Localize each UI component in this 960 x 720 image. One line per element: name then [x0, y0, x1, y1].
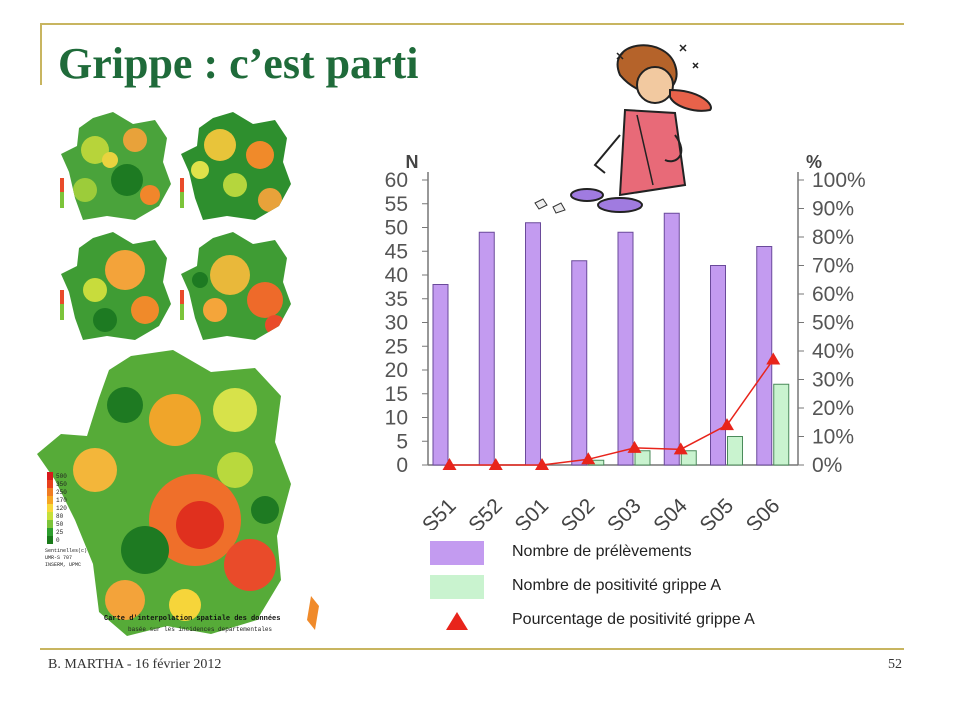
scale-label-0: 500	[56, 473, 67, 480]
x-tick-label-S06: S06	[742, 494, 785, 530]
percentage-point-S02	[581, 452, 596, 465]
left-rule	[40, 23, 42, 85]
scale-label-6: 50	[56, 521, 64, 528]
right-tick-label-9: 90%	[812, 198, 854, 221]
x-tick-label-S02: S02	[557, 494, 600, 530]
percentage-point-S01	[535, 458, 549, 470]
x-tick-label-S05: S05	[695, 494, 738, 530]
map-week-1	[60, 112, 171, 220]
footer-author-date: B. MARTHA - 16 février 2012	[48, 657, 222, 672]
legend-item-percentage: Pourcentage de positivité grippe A	[430, 606, 890, 636]
top-rule	[40, 23, 904, 25]
left-tick-label-3: 15	[385, 383, 408, 406]
left-tick-label-1: 5	[396, 430, 408, 453]
bar-samples-S51	[432, 284, 449, 466]
scale-label-5: 80	[56, 513, 64, 520]
bar-samples-S52	[478, 231, 495, 466]
left-tick-label-7: 35	[385, 288, 408, 311]
map-source-note: Sentinelles(c) UMR-S 707 INSERM, UPMC	[45, 548, 88, 568]
percentage-point-S03	[627, 440, 642, 453]
bar-positives-S03	[634, 450, 651, 466]
legend-swatch-samples	[430, 541, 484, 565]
left-tick-label-10: 50	[385, 217, 408, 240]
right-tick-label-2: 20%	[812, 397, 854, 420]
percentage-point-S04	[673, 442, 688, 455]
left-tick-label-6: 30	[385, 312, 408, 335]
map-week-3	[60, 232, 171, 340]
right-tick-label-1: 10%	[812, 426, 854, 449]
bar-samples-S05	[710, 265, 726, 466]
map-caption-sub: basée sur les incidences departementales	[128, 626, 273, 633]
right-tick-label-0: 0%	[812, 454, 842, 477]
scale-label-1: 350	[56, 481, 67, 488]
percentage-line	[449, 359, 774, 466]
x-tick-label-S03: S03	[603, 494, 646, 530]
right-tick-label-6: 60%	[812, 283, 854, 306]
scale-label-8: 0	[56, 537, 60, 544]
left-tick-label-8: 40	[385, 264, 408, 287]
scale-label-3: 170	[56, 497, 67, 504]
percentage-point-S52	[488, 458, 503, 470]
right-axis-label: %	[806, 152, 822, 172]
bar-positives-S06	[773, 383, 790, 466]
legend-label-percentage: Pourcentage de positivité grippe A	[512, 611, 755, 628]
percentage-point-S05	[720, 418, 734, 431]
sick-person-illustration	[534, 44, 712, 214]
legend-item-positives: Nombre de positivité grippe A	[430, 572, 890, 602]
left-axis-label: N	[406, 152, 419, 172]
bottom-rule	[40, 648, 904, 650]
right-tick-label-5: 50%	[812, 312, 854, 335]
right-tick-label-4: 40%	[812, 340, 854, 363]
slide-title: Grippe : c’est parti	[58, 39, 419, 88]
left-tick-label-9: 45	[385, 240, 408, 263]
left-tick-label-4: 20	[385, 359, 408, 382]
bar-samples-S03	[617, 231, 634, 466]
right-tick-label-3: 30%	[812, 369, 854, 392]
x-tick-label-S04: S04	[649, 494, 692, 530]
legend-label-positives: Nombre de positivité grippe A	[512, 577, 721, 594]
right-tick-label-7: 70%	[812, 255, 854, 278]
percentage-point-S51	[442, 458, 457, 470]
x-tick-label-S51: S51	[418, 494, 461, 530]
left-tick-label-5: 25	[385, 335, 408, 358]
legend-triangle-icon	[446, 612, 468, 630]
x-tick-label-S52: S52	[464, 494, 507, 530]
left-tick-label-0: 0	[396, 454, 408, 477]
legend-swatch-positives	[430, 575, 484, 599]
left-tick-label-2: 10	[385, 407, 408, 430]
map-week-2	[180, 112, 291, 220]
scale-label-2: 250	[56, 489, 67, 496]
scale-label-4: 120	[56, 505, 67, 512]
bar-samples-S02	[571, 260, 588, 466]
right-tick-label-8: 80%	[812, 226, 854, 249]
map-current-week	[37, 350, 319, 636]
map-week-4	[180, 232, 291, 340]
bar-samples-S06	[756, 246, 773, 466]
left-tick-label-12: 60	[385, 169, 408, 192]
percentage-point-S06	[766, 352, 781, 365]
legend-item-samples: Nombre de prélèvements	[430, 538, 890, 568]
map-caption: Carte d'interpolation spatiale des donné…	[104, 615, 281, 623]
right-tick-label-10: 100%	[812, 169, 866, 192]
bar-samples-S01	[525, 222, 541, 466]
bar-samples-S04	[663, 212, 680, 466]
scale-label-7: 25	[56, 529, 64, 536]
legend-label-samples: Nombre de prélèvements	[512, 543, 692, 560]
page-number: 52	[888, 657, 902, 672]
x-tick-label-S01: S01	[510, 494, 553, 530]
left-tick-label-11: 55	[385, 193, 408, 216]
bar-positives-S05	[727, 436, 743, 466]
